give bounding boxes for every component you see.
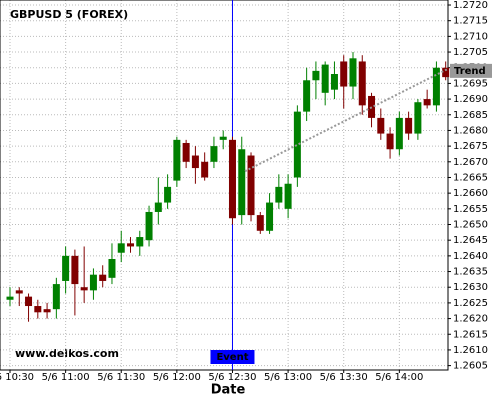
x-tick-label: 5/6 14:00 — [375, 372, 423, 383]
candle-body — [99, 274, 107, 281]
candle-body — [219, 136, 227, 140]
candle-body — [330, 74, 338, 90]
candle-body — [62, 255, 70, 281]
y-tick-label: 1.2695 — [453, 78, 488, 89]
y-tick-label: 1.2685 — [453, 110, 488, 121]
x-tick-label: 5/6 13:30 — [320, 372, 368, 383]
x-axis-label: Date — [211, 383, 246, 398]
y-tick-label: 1.2635 — [453, 267, 488, 278]
y-tick-label: 1.2670 — [453, 157, 488, 168]
y-tick-label: 1.2630 — [453, 282, 488, 293]
candle-body — [89, 274, 97, 291]
candle-body — [25, 296, 33, 307]
plot-area — [0, 0, 449, 371]
y-tick-label: 1.2690 — [453, 94, 488, 105]
y-tick-label: 1.2615 — [453, 329, 488, 340]
candle-body — [386, 133, 394, 150]
candle-body — [154, 202, 162, 212]
event-label-box — [210, 350, 255, 364]
candle-body — [182, 142, 190, 162]
y-tick-label: 1.2645 — [453, 235, 488, 246]
candle-body — [210, 146, 218, 162]
candle-body — [395, 117, 403, 150]
candle-body — [15, 290, 23, 294]
y-tick-label: 1.2720 — [453, 0, 488, 11]
x-tick-label: 5/6 12:00 — [153, 372, 201, 383]
candle-body — [228, 139, 236, 219]
candle-body — [238, 149, 246, 216]
candle-body — [117, 243, 125, 253]
candle-body — [145, 211, 153, 241]
candle-body — [405, 117, 413, 134]
candle-body — [191, 155, 199, 169]
candle-body — [43, 309, 51, 313]
trend-label-box — [450, 63, 492, 78]
trend-label: Trend — [454, 66, 486, 77]
candle-body — [71, 255, 79, 285]
y-tick-label: 1.2625 — [453, 298, 488, 309]
y-tick-label: 1.2610 — [453, 345, 488, 356]
trend-line — [244, 67, 449, 173]
candle-body — [256, 215, 264, 231]
y-tick-label: 1.2665 — [453, 172, 488, 183]
candle-body — [321, 64, 329, 93]
candle-body — [349, 58, 357, 87]
x-tick-label: 5/6 13:00 — [264, 372, 312, 383]
y-tick-label: 1.2675 — [453, 141, 488, 152]
candle-body — [423, 99, 431, 106]
candle-body — [108, 259, 116, 278]
candle-body — [312, 70, 320, 81]
y-tick-label: 1.2605 — [453, 361, 488, 372]
y-tick-label: 1.2660 — [453, 188, 488, 199]
x-tick-label: 5/6 10:30 — [0, 372, 34, 383]
candle-body — [52, 284, 60, 310]
y-tick-label: 1.2640 — [453, 251, 488, 262]
candle-body — [173, 139, 181, 181]
candle-body — [377, 117, 385, 134]
candle-body — [164, 186, 172, 203]
candle-body — [80, 287, 88, 291]
candle-body — [340, 61, 348, 87]
y-tick-label: 1.2705 — [453, 47, 488, 58]
y-tick-label: 1.2715 — [453, 16, 488, 27]
y-tick-label: 1.2650 — [453, 220, 488, 231]
chart-title: GBPUSD 5 (FOREX) — [10, 8, 128, 21]
y-tick-label: 1.2680 — [453, 125, 488, 136]
candle-body — [303, 80, 311, 112]
candle-body — [34, 306, 42, 313]
candle-body — [136, 237, 144, 247]
event-label: Event — [216, 352, 248, 363]
candle-body — [127, 243, 135, 247]
y-tick-label: 1.2655 — [453, 204, 488, 215]
candle-body — [293, 111, 301, 178]
candle-body — [432, 67, 440, 106]
candle-body — [275, 186, 283, 203]
candle-body — [358, 61, 366, 106]
y-tick-label: 1.2620 — [453, 314, 488, 325]
candle-body — [442, 67, 450, 78]
candle-body — [284, 183, 292, 209]
candle-body — [414, 102, 422, 134]
candle-body — [6, 296, 14, 300]
candle-body — [247, 155, 255, 216]
x-tick-label: 5/6 11:00 — [42, 372, 90, 383]
candle-body — [201, 161, 209, 178]
candle-body — [266, 202, 274, 231]
watermark: www.delkos.com — [15, 347, 119, 360]
x-tick-label: 5/6 12:30 — [208, 372, 256, 383]
x-tick-label: 5/6 11:30 — [97, 372, 145, 383]
y-tick-label: 1.2710 — [453, 31, 488, 42]
